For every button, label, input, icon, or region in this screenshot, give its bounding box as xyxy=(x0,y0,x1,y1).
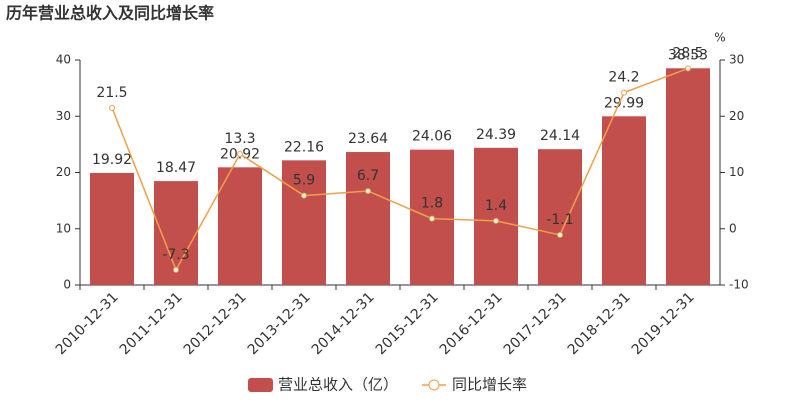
bar-value-label: 18.47 xyxy=(156,160,196,176)
bar xyxy=(282,160,326,285)
line-value-label: 13.3 xyxy=(224,131,255,147)
line-value-label: -1.1 xyxy=(546,212,573,228)
line-point xyxy=(621,89,627,96)
y2-axis-label: % xyxy=(714,31,725,45)
bar xyxy=(538,149,582,285)
legend-label: 营业总收入（亿） xyxy=(278,376,398,394)
bar-value-label: 22.16 xyxy=(284,139,324,155)
x-tick-label: 2013-12-31 xyxy=(245,289,314,358)
bar xyxy=(474,147,518,285)
y-tick-label: 40 xyxy=(56,53,71,67)
x-tick-label: 2012-12-31 xyxy=(181,289,250,358)
legend-label: 同比增长率 xyxy=(452,376,527,394)
line-value-label: 21.5 xyxy=(96,85,127,101)
bar-value-label: 24.06 xyxy=(412,129,452,145)
line-point xyxy=(301,192,307,199)
line-point xyxy=(429,215,435,222)
line-point xyxy=(237,150,243,157)
line-value-label: 28.5 xyxy=(672,45,703,61)
bar-value-label: 24.14 xyxy=(540,128,580,144)
line-point xyxy=(365,188,371,195)
bar-value-label: 29.99 xyxy=(604,95,644,111)
bar xyxy=(218,167,262,285)
x-tick-label: 2015-12-31 xyxy=(373,289,442,358)
x-tick-label: 2016-12-31 xyxy=(437,289,506,358)
y2-tick-label: 10 xyxy=(729,165,744,179)
line xyxy=(111,67,689,272)
line-value-label: 1.8 xyxy=(421,196,443,212)
x-tick-label: 2010-12-31 xyxy=(53,289,122,358)
line-value-label: -7.3 xyxy=(162,247,189,263)
x-tick-label: 2019-12-31 xyxy=(629,289,698,358)
line-point xyxy=(109,104,115,111)
line-value-label: 5.9 xyxy=(293,173,315,189)
x-tick-label: 2011-12-31 xyxy=(117,289,186,358)
line-point xyxy=(173,266,179,273)
line-value-label: 24.2 xyxy=(608,70,639,86)
line-point xyxy=(557,231,563,238)
legend-swatch xyxy=(248,378,273,392)
bar xyxy=(90,172,134,285)
bar-value-label: 23.64 xyxy=(348,131,388,147)
line-point xyxy=(493,217,499,224)
line-point xyxy=(685,65,691,72)
bar xyxy=(346,152,390,285)
chart-title: 历年营业总收入及同比增长率 xyxy=(6,4,214,23)
bar-value-label: 24.39 xyxy=(476,127,516,143)
y-tick-label: 20 xyxy=(56,165,71,179)
bar-value-label: 19.92 xyxy=(92,152,132,168)
y-tick-label: 30 xyxy=(56,109,71,123)
y-tick-label: 0 xyxy=(63,278,71,292)
bar-value-label: 38.53 xyxy=(668,47,708,63)
y2-tick-label: 20 xyxy=(729,109,744,123)
bar xyxy=(602,116,646,286)
x-tick-label: 2017-12-31 xyxy=(501,289,570,358)
legend-marker xyxy=(428,379,440,391)
line-value-label: 6.7 xyxy=(357,168,379,184)
x-tick-label: 2018-12-31 xyxy=(565,289,634,358)
y2-tick-label: -10 xyxy=(729,278,749,292)
y2-tick-label: 30 xyxy=(729,53,744,67)
y-tick-label: 10 xyxy=(56,221,71,235)
bar xyxy=(666,68,710,285)
x-tick-label: 2014-12-31 xyxy=(309,289,378,358)
line-value-label: 1.4 xyxy=(485,198,507,214)
y2-tick-label: 0 xyxy=(729,221,737,235)
